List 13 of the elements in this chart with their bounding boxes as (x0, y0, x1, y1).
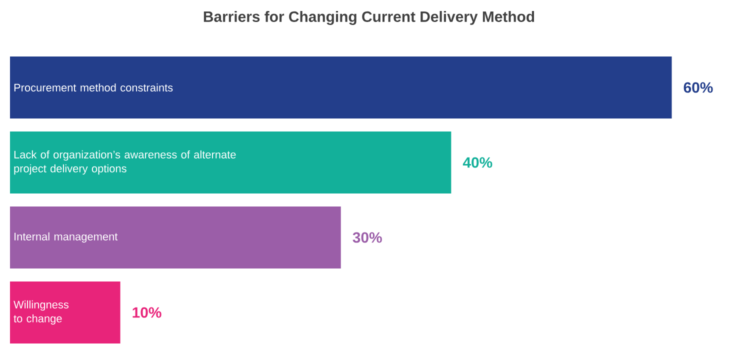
data-label: 60% (684, 82, 713, 93)
data-label: 30% (352, 232, 382, 243)
chart-title: Barriers for Changing Current Delivery Method (204, 11, 534, 25)
data-label: 10% (132, 307, 162, 318)
y-tick-label: Lack of organization’s awareness of alternate project delivery options (14, 150, 236, 175)
bar (10, 56, 672, 119)
bar (10, 206, 341, 269)
bar (10, 132, 452, 194)
y-tick-label: Willingness to change (14, 300, 69, 325)
y-tick-label: Internal management (14, 232, 118, 243)
bar (10, 282, 120, 344)
y-tick-label: Procurement method constraints (14, 83, 173, 92)
data-label: 40% (462, 157, 492, 168)
